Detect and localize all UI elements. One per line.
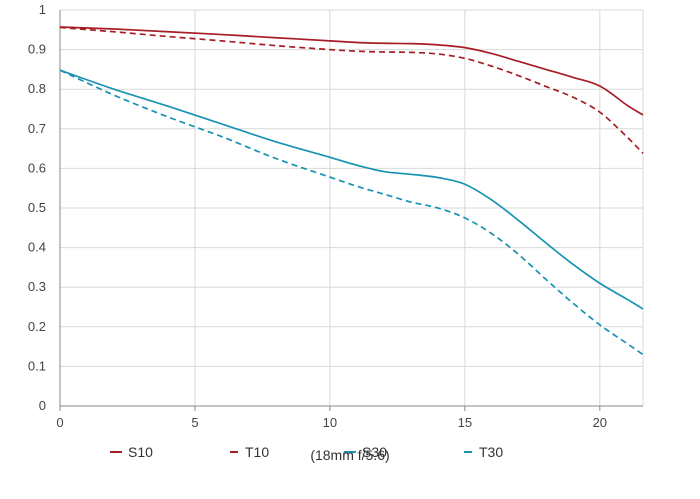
x-tick-label: 5 <box>191 415 198 430</box>
axes <box>59 10 643 411</box>
chart-caption: (18mm f/5.6) <box>310 447 389 463</box>
legend-label: S30 <box>362 444 387 460</box>
legend-item-t30: T30 <box>464 444 503 460</box>
y-tick-label: 0.6 <box>28 160 46 175</box>
series-lines <box>59 26 644 356</box>
grid <box>60 9 644 406</box>
y-tick-label: 0.8 <box>28 81 46 96</box>
x-tick-label: 20 <box>593 415 607 430</box>
x-tick-label: 10 <box>323 415 337 430</box>
legend-item-t10: T10 <box>230 444 269 460</box>
x-tick-label: 0 <box>56 415 63 430</box>
x-tick-label: 15 <box>458 415 472 430</box>
legend: S10 T10 S30 T30 <box>110 444 503 460</box>
y-tick-label: 0.5 <box>28 200 46 215</box>
series-line-t10 <box>59 26 644 154</box>
y-tick-label: 0.1 <box>28 358 46 373</box>
y-tick-label: 0 <box>39 398 46 413</box>
legend-label: T10 <box>245 444 269 460</box>
y-tick-label: 0.3 <box>28 279 46 294</box>
y-tick-label: 0.7 <box>28 121 46 136</box>
series-line-t30 <box>59 69 644 356</box>
y-tick-label: 0.2 <box>28 319 46 334</box>
legend-label: T30 <box>479 444 503 460</box>
legend-item-s10: S10 <box>110 444 153 460</box>
x-tick-labels: 0 5 10 15 20 <box>56 415 607 430</box>
y-tick-label: 1 <box>39 2 46 17</box>
y-tick-label: 0.4 <box>28 240 46 255</box>
legend-item-s30: S30 <box>344 444 387 460</box>
series-line-s30 <box>59 69 644 310</box>
y-tick-label: 0.9 <box>28 42 46 57</box>
legend-label: S10 <box>128 444 153 460</box>
series-line-s10 <box>59 26 644 116</box>
y-tick-labels: 0 0.1 0.2 0.3 0.4 0.5 0.6 0.7 0.8 0.9 1 <box>28 2 46 413</box>
